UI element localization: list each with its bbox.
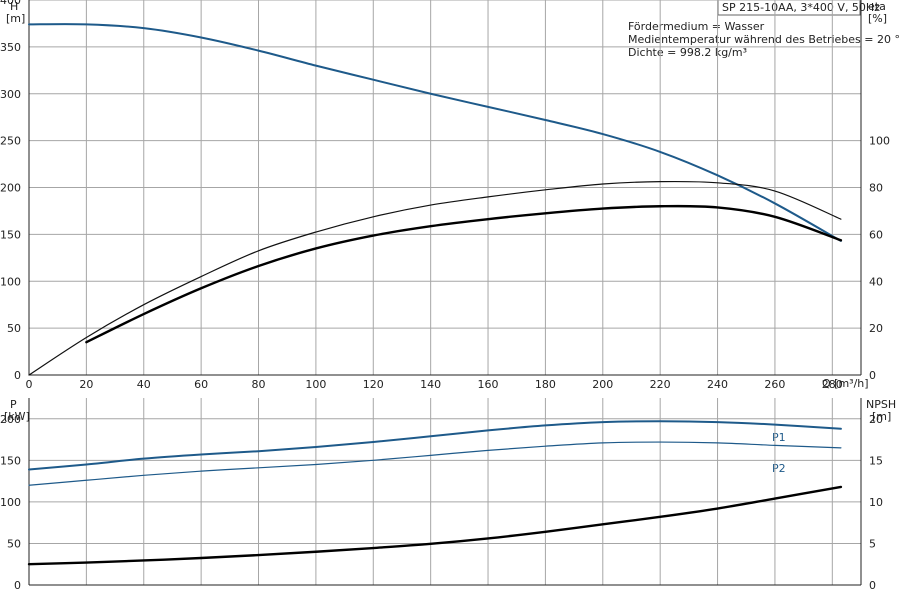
x-tick-label: 100 xyxy=(305,378,326,391)
bottom-right-axis-unit: [m] xyxy=(872,410,891,423)
y-tick-label-left: 100 xyxy=(0,496,21,509)
series-line-bottom-0 xyxy=(28,420,842,471)
series-label-p1: P1 xyxy=(772,431,786,444)
y-tick-label-right: 5 xyxy=(869,537,876,550)
x-tick-label: 260 xyxy=(764,378,785,391)
y-tick-label-right: 100 xyxy=(869,135,890,148)
top-left-axis-unit: [m] xyxy=(6,12,25,25)
series-line-top-2 xyxy=(85,204,843,344)
y-tick-label-left: 0 xyxy=(14,369,21,382)
y-tick-label-left: 0 xyxy=(14,579,21,592)
y-tick-label-left: 200 xyxy=(0,413,21,426)
y-tick-label-right: 10 xyxy=(869,496,883,509)
x-tick-label: 0 xyxy=(26,378,33,391)
top-right-axis-unit: [%] xyxy=(868,12,887,25)
chart-title: SP 215-10AA, 3*400 V, 50Hz xyxy=(722,1,880,14)
x-tick-label: 180 xyxy=(535,378,556,391)
y-tick-label-left: 350 xyxy=(0,41,21,54)
info-line-medium: Fördermedium = Wasser xyxy=(628,20,765,33)
power-npsh-plot: 0 50 100 150 200 0 5 10 15 20 xyxy=(0,398,883,592)
head-efficiency-plot: 0 20 40 60 80 100 120 140 160 180 200 220 240 260 2800… xyxy=(0,0,890,391)
x-tick-label: 240 xyxy=(707,378,728,391)
y-tick-label-right: 40 xyxy=(869,275,883,288)
top-left-axis-label: H xyxy=(10,0,18,13)
bottom-left-axis-unit: [kW] xyxy=(4,410,30,423)
y-tick-label-left: 100 xyxy=(0,275,21,288)
y-tick-label-left: 400 xyxy=(0,0,21,7)
y-tick-label-right: 15 xyxy=(869,454,883,467)
x-tick-label: 20 xyxy=(79,378,93,391)
bottom-right-axis-label: NPSH xyxy=(866,398,896,411)
series-label-p2: P2 xyxy=(772,462,786,475)
y-tick-label-right: 0 xyxy=(869,369,876,382)
info-line-temperature: Medientemperatur während des Betriebes =… xyxy=(628,33,900,46)
series-line-bottom-2 xyxy=(27,485,843,566)
x-tick-label: 80 xyxy=(252,378,266,391)
y-tick-label-left: 250 xyxy=(0,135,21,148)
y-tick-label-right: 20 xyxy=(869,322,883,335)
y-tick-label-right: 0 xyxy=(869,579,876,592)
y-tick-label-left: 150 xyxy=(0,228,21,241)
info-line-density: Dichte = 998.2 kg/m³ xyxy=(628,46,747,59)
x-tick-label: 120 xyxy=(363,378,384,391)
series-line-top-1 xyxy=(28,180,842,376)
y-tick-label-right: 80 xyxy=(869,182,883,195)
y-tick-label-left: 200 xyxy=(0,182,21,195)
top-x-axis-label: Q [m³/h] xyxy=(822,377,869,390)
x-tick-label: 280 xyxy=(822,378,843,391)
y-tick-label-left: 150 xyxy=(0,454,21,467)
bottom-left-axis-label: P xyxy=(10,398,17,411)
series-line-top-0 xyxy=(28,23,842,242)
y-tick-label-left: 300 xyxy=(0,88,21,101)
y-tick-label-right: 20 xyxy=(869,413,883,426)
y-tick-label-left: 50 xyxy=(7,537,21,550)
y-tick-label-left: 50 xyxy=(7,322,21,335)
y-tick-label-right: 60 xyxy=(869,228,883,241)
series-line-bottom-1 xyxy=(28,441,842,486)
x-tick-label: 200 xyxy=(592,378,613,391)
x-tick-label: 140 xyxy=(420,378,441,391)
x-tick-label: 160 xyxy=(478,378,499,391)
top-right-axis-label: eta xyxy=(868,0,886,13)
x-tick-label: 60 xyxy=(194,378,208,391)
x-tick-label: 220 xyxy=(650,378,671,391)
x-tick-label: 40 xyxy=(137,378,151,391)
